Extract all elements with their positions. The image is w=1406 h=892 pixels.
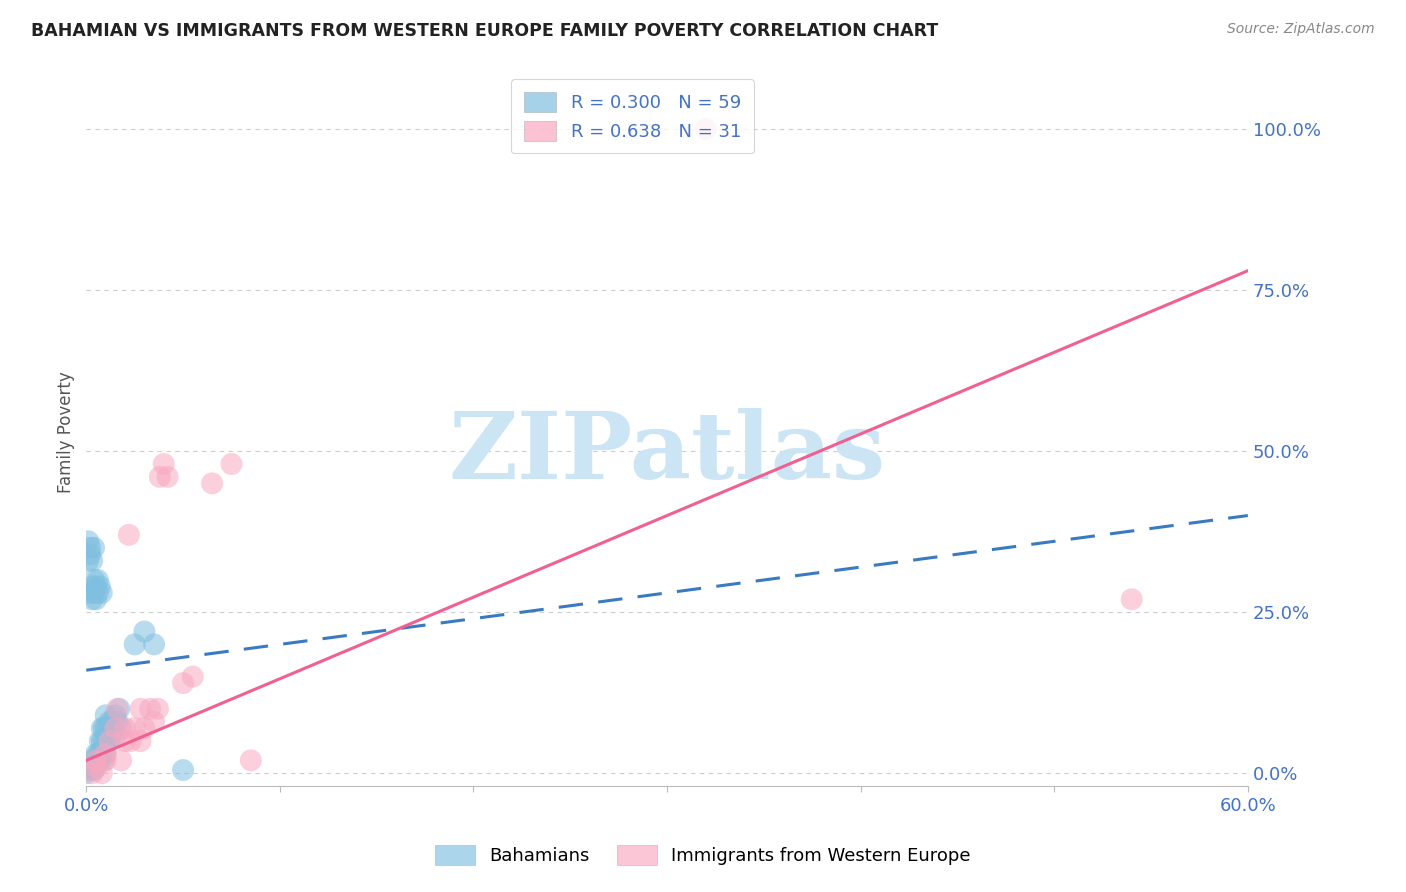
Point	[104, 728, 127, 742]
Point	[94, 734, 117, 748]
Point	[82, 753, 104, 767]
Point	[77, 554, 100, 568]
Point	[110, 721, 132, 735]
Point	[79, 541, 101, 555]
Point	[104, 721, 127, 735]
Point	[152, 457, 174, 471]
Point	[83, 756, 105, 771]
Point	[103, 721, 125, 735]
Point	[94, 708, 117, 723]
Point	[90, 586, 112, 600]
Point	[89, 734, 111, 748]
Point	[108, 702, 131, 716]
Point	[129, 702, 152, 716]
Point	[98, 714, 121, 729]
Point	[129, 734, 152, 748]
Point	[100, 728, 122, 742]
Point	[181, 670, 204, 684]
Point	[105, 702, 128, 716]
Point	[110, 753, 132, 767]
Point	[97, 721, 120, 735]
Point	[87, 573, 110, 587]
Point	[134, 624, 156, 639]
Point	[139, 702, 162, 716]
Point	[98, 734, 121, 748]
Point	[695, 122, 717, 136]
Point	[75, 766, 97, 780]
Point	[83, 573, 105, 587]
Point	[84, 753, 107, 767]
Point	[239, 753, 262, 767]
Point	[82, 766, 104, 780]
Point	[89, 579, 111, 593]
Point	[149, 470, 172, 484]
Point	[143, 714, 166, 729]
Point	[83, 541, 105, 555]
Point	[201, 476, 224, 491]
Point	[172, 676, 194, 690]
Point	[83, 763, 105, 777]
Point	[94, 721, 117, 735]
Point	[90, 734, 112, 748]
Point	[105, 714, 128, 729]
Text: ZIPatlas: ZIPatlas	[449, 408, 886, 498]
Point	[83, 586, 105, 600]
Point	[93, 747, 115, 761]
Point	[114, 734, 136, 748]
Point	[89, 747, 111, 761]
Point	[79, 586, 101, 600]
Point	[84, 760, 107, 774]
Point	[97, 734, 120, 748]
Point	[79, 763, 101, 777]
Point	[134, 721, 156, 735]
Point	[77, 534, 100, 549]
Point	[84, 756, 107, 771]
Point	[94, 747, 117, 761]
Point	[94, 753, 117, 767]
Point	[93, 734, 115, 748]
Point	[90, 747, 112, 761]
Point	[124, 721, 146, 735]
Point	[98, 734, 121, 748]
Point	[87, 586, 110, 600]
Text: BAHAMIAN VS IMMIGRANTS FROM WESTERN EUROPE FAMILY POVERTY CORRELATION CHART: BAHAMIAN VS IMMIGRANTS FROM WESTERN EURO…	[31, 22, 938, 40]
Point	[87, 747, 110, 761]
Point	[1121, 592, 1143, 607]
Point	[87, 753, 110, 767]
Legend: R = 0.300   N = 59, R = 0.638   N = 31: R = 0.300 N = 59, R = 0.638 N = 31	[510, 79, 754, 153]
Point	[82, 554, 104, 568]
Point	[79, 547, 101, 561]
Point	[84, 579, 107, 593]
Point	[146, 702, 169, 716]
Point	[89, 753, 111, 767]
Point	[84, 760, 107, 774]
Point	[221, 457, 243, 471]
Legend: Bahamians, Immigrants from Western Europe: Bahamians, Immigrants from Western Europ…	[429, 838, 977, 872]
Point	[84, 747, 107, 761]
Point	[143, 637, 166, 651]
Point	[124, 637, 146, 651]
Point	[82, 579, 104, 593]
Point	[90, 766, 112, 780]
Point	[104, 708, 127, 723]
Text: Source: ZipAtlas.com: Source: ZipAtlas.com	[1227, 22, 1375, 37]
Point	[84, 753, 107, 767]
Point	[156, 470, 179, 484]
Point	[100, 714, 122, 729]
Point	[172, 763, 194, 777]
Point	[93, 721, 115, 735]
Point	[94, 747, 117, 761]
Point	[93, 753, 115, 767]
Point	[120, 734, 142, 748]
Point	[114, 721, 136, 735]
Y-axis label: Family Poverty: Family Poverty	[58, 371, 75, 492]
Point	[84, 592, 107, 607]
Point	[82, 760, 104, 774]
Point	[90, 721, 112, 735]
Point	[118, 528, 141, 542]
Point	[82, 592, 104, 607]
